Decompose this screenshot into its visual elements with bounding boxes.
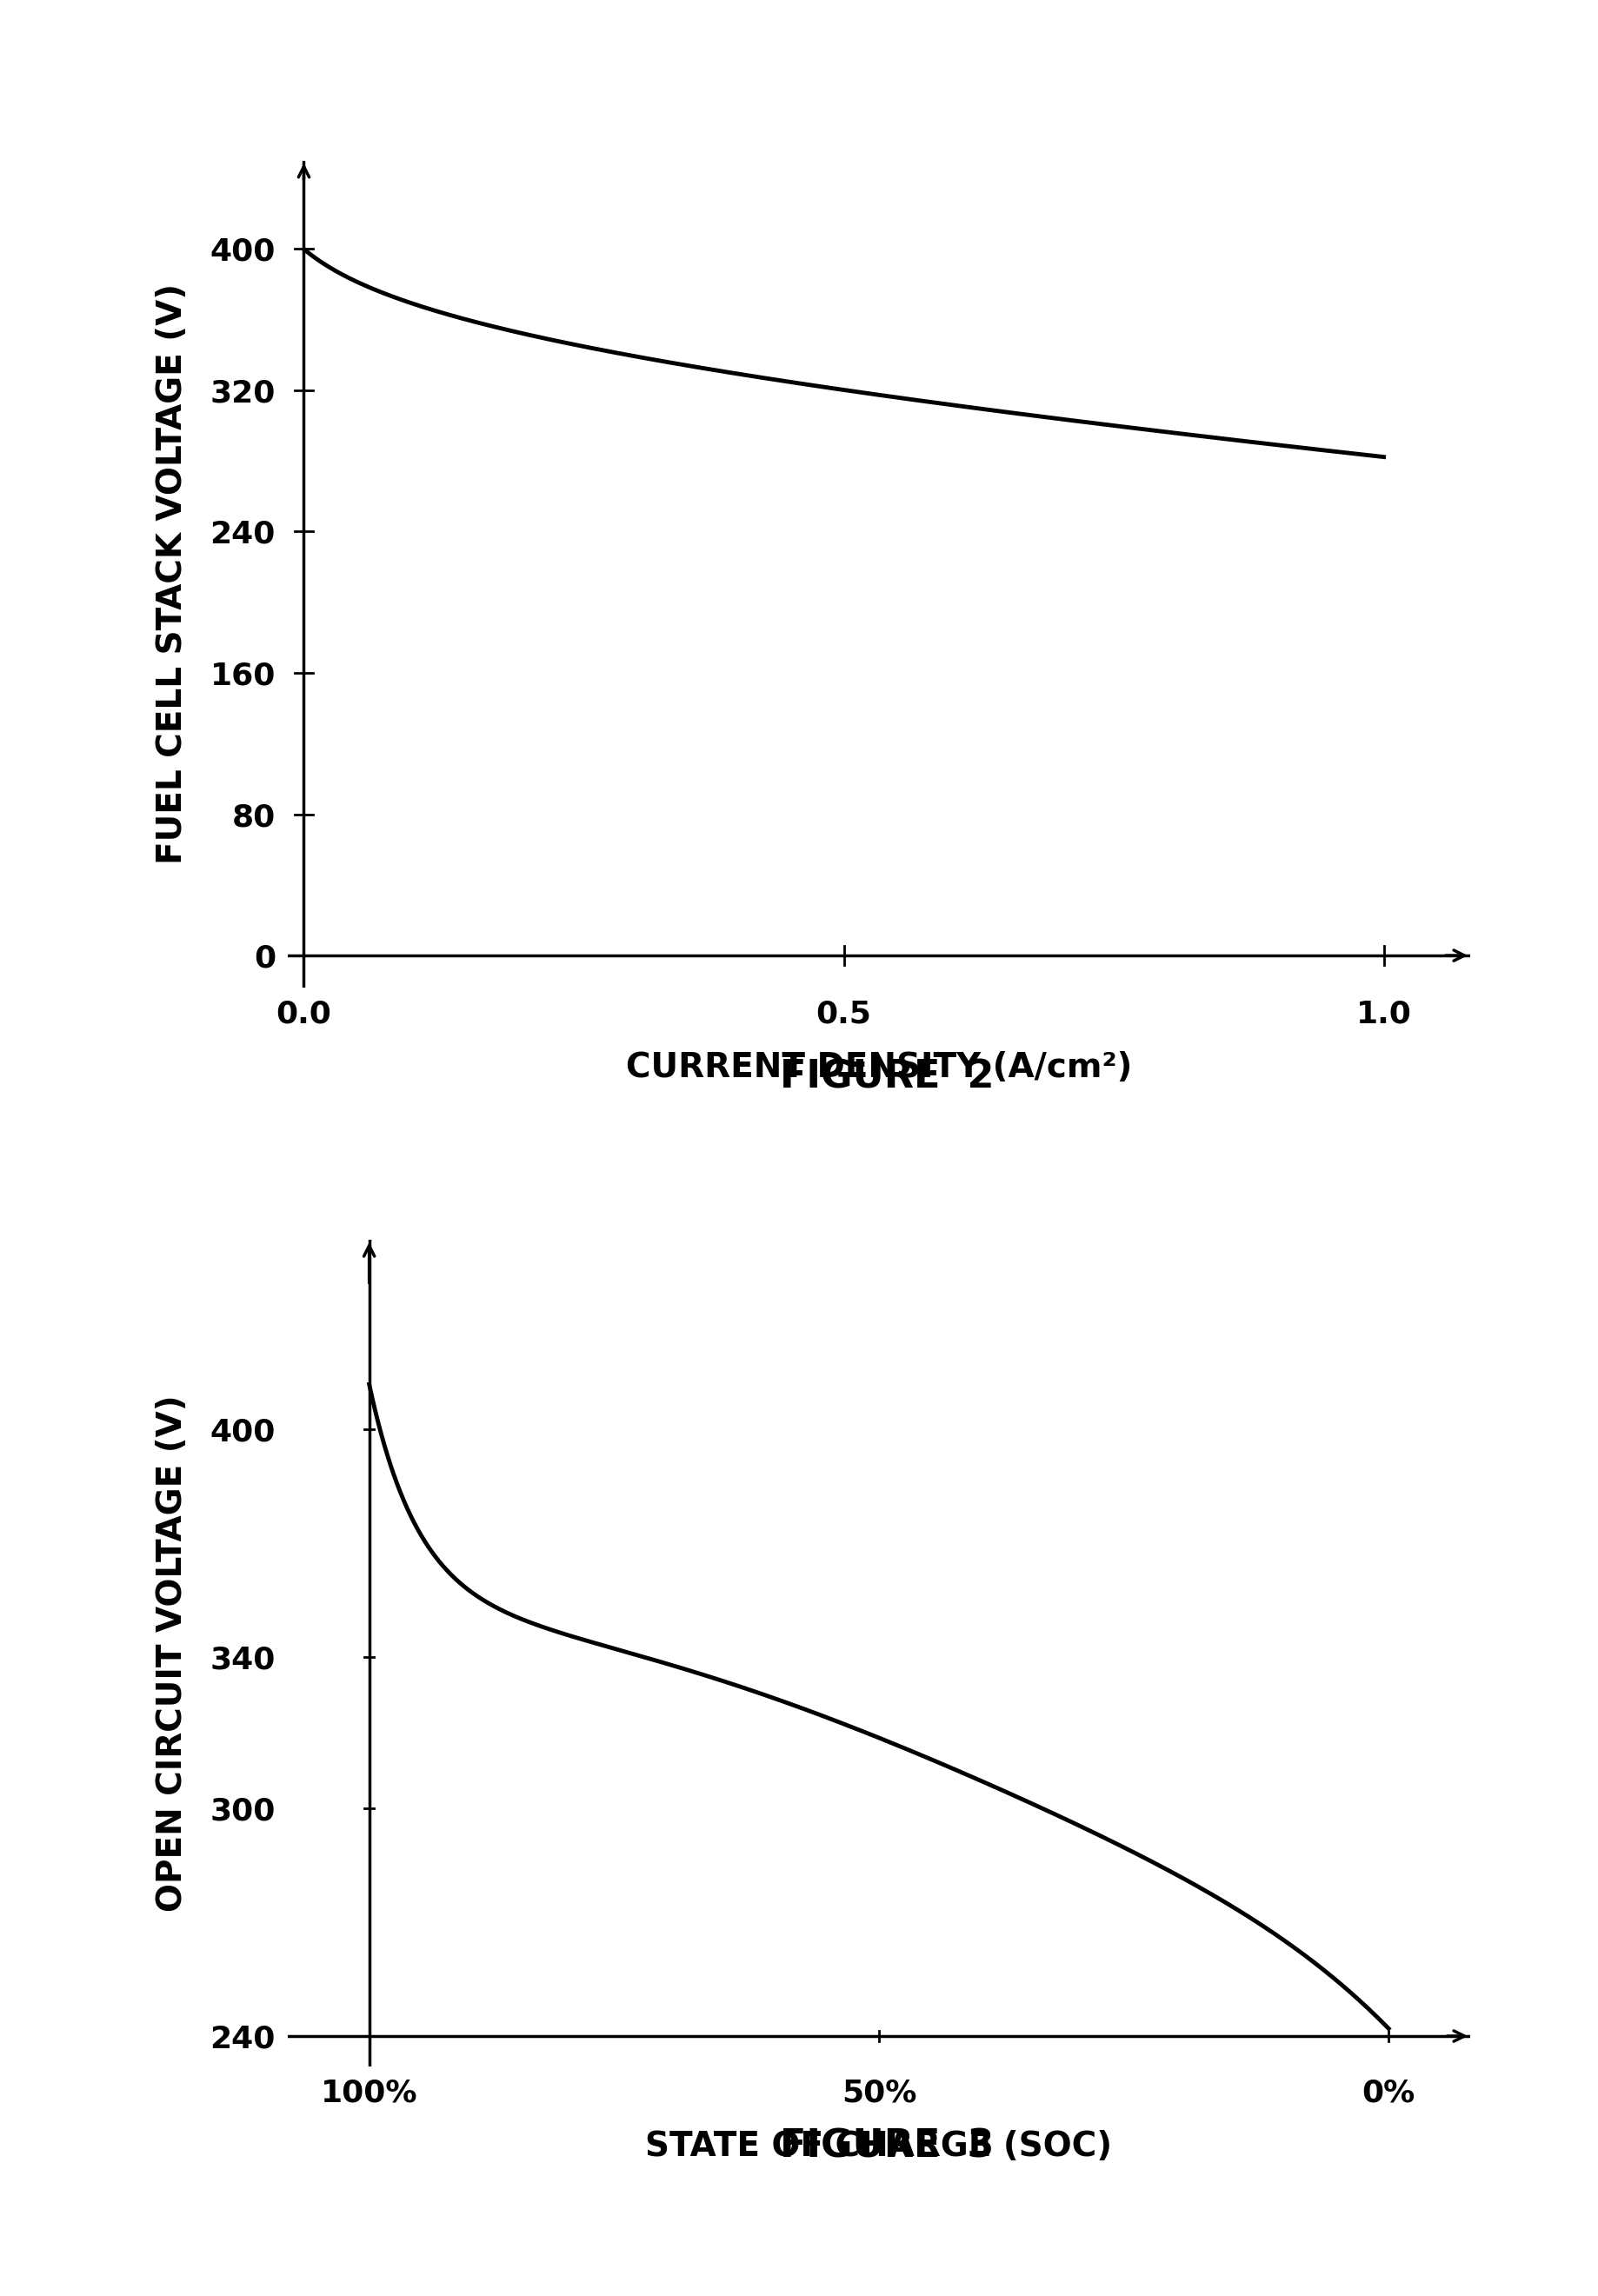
Text: FIGURE  2: FIGURE 2 [780, 1058, 994, 1095]
Y-axis label: FUEL CELL STACK VOLTAGE (V): FUEL CELL STACK VOLTAGE (V) [155, 285, 189, 863]
Text: FIGURE  3: FIGURE 3 [780, 2128, 994, 2165]
X-axis label: STATE OF CHARGE (SOC): STATE OF CHARGE (SOC) [646, 2131, 1112, 2163]
Y-axis label: OPEN CIRCUIT VOLTAGE (V): OPEN CIRCUIT VOLTAGE (V) [155, 1394, 189, 1913]
X-axis label: CURRENT DENSITY (A/cm²): CURRENT DENSITY (A/cm²) [626, 1052, 1131, 1084]
